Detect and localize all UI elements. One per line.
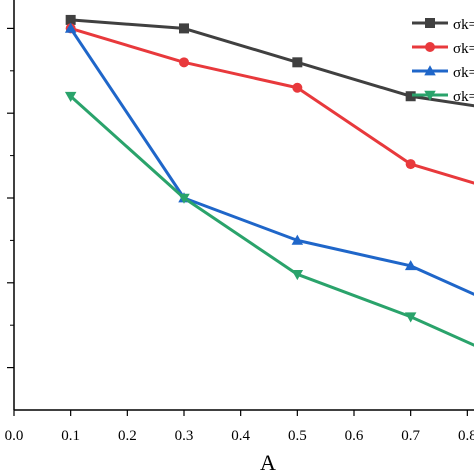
marker-triangle-up: [424, 65, 436, 76]
legend-label: σk=: [453, 89, 474, 105]
marker-triangle-down: [291, 270, 304, 281]
plot-area: [64, 14, 474, 347]
marker-square: [405, 91, 416, 102]
x-tick-label: 0.4: [231, 428, 250, 444]
marker-square: [65, 14, 76, 25]
marker-triangle-up: [404, 260, 417, 271]
x-axis-label: A: [260, 450, 276, 474]
x-tick-label: 0.1: [61, 428, 80, 444]
x-tick-label: 0.6: [345, 428, 364, 444]
series-1: [65, 14, 474, 108]
marker-triangle-down: [178, 193, 190, 204]
x-tick-label: 0.7: [401, 428, 420, 444]
marker-triangle-down: [64, 91, 77, 102]
legend-entry: σk=: [412, 41, 474, 57]
marker-triangle-down: [404, 312, 417, 323]
series-4: [64, 91, 474, 347]
marker-square: [179, 23, 189, 34]
legend-entry: σk=: [412, 89, 474, 105]
marker-circle: [425, 42, 435, 52]
marker-triangle-up: [64, 22, 77, 33]
x-tick-label: 0.0: [5, 428, 24, 444]
marker-triangle-up: [291, 234, 304, 245]
marker-circle: [179, 57, 189, 68]
marker-circle: [405, 159, 416, 170]
legend-entry: σk=: [412, 65, 474, 81]
x-tick-label: 0.5: [288, 428, 307, 444]
series-3: [64, 22, 474, 296]
x-tick-label: 0.2: [118, 428, 137, 444]
x-tick-label: 0.8: [458, 428, 474, 444]
legend-label: σk=: [453, 17, 474, 33]
legend-label: σk=: [453, 41, 474, 57]
marker-square: [292, 57, 303, 68]
marker-triangle-down: [424, 90, 436, 101]
axes: 0.00.10.20.30.40.50.60.70.80.9: [5, 0, 474, 444]
x-tick-label: 0.3: [175, 428, 194, 444]
legend-label: σk=: [453, 65, 474, 81]
legend-entry: σk=: [412, 17, 474, 33]
marker-square: [425, 18, 435, 28]
marker-circle: [292, 82, 303, 93]
legend: σk= σk= σk= σk=: [412, 17, 474, 105]
